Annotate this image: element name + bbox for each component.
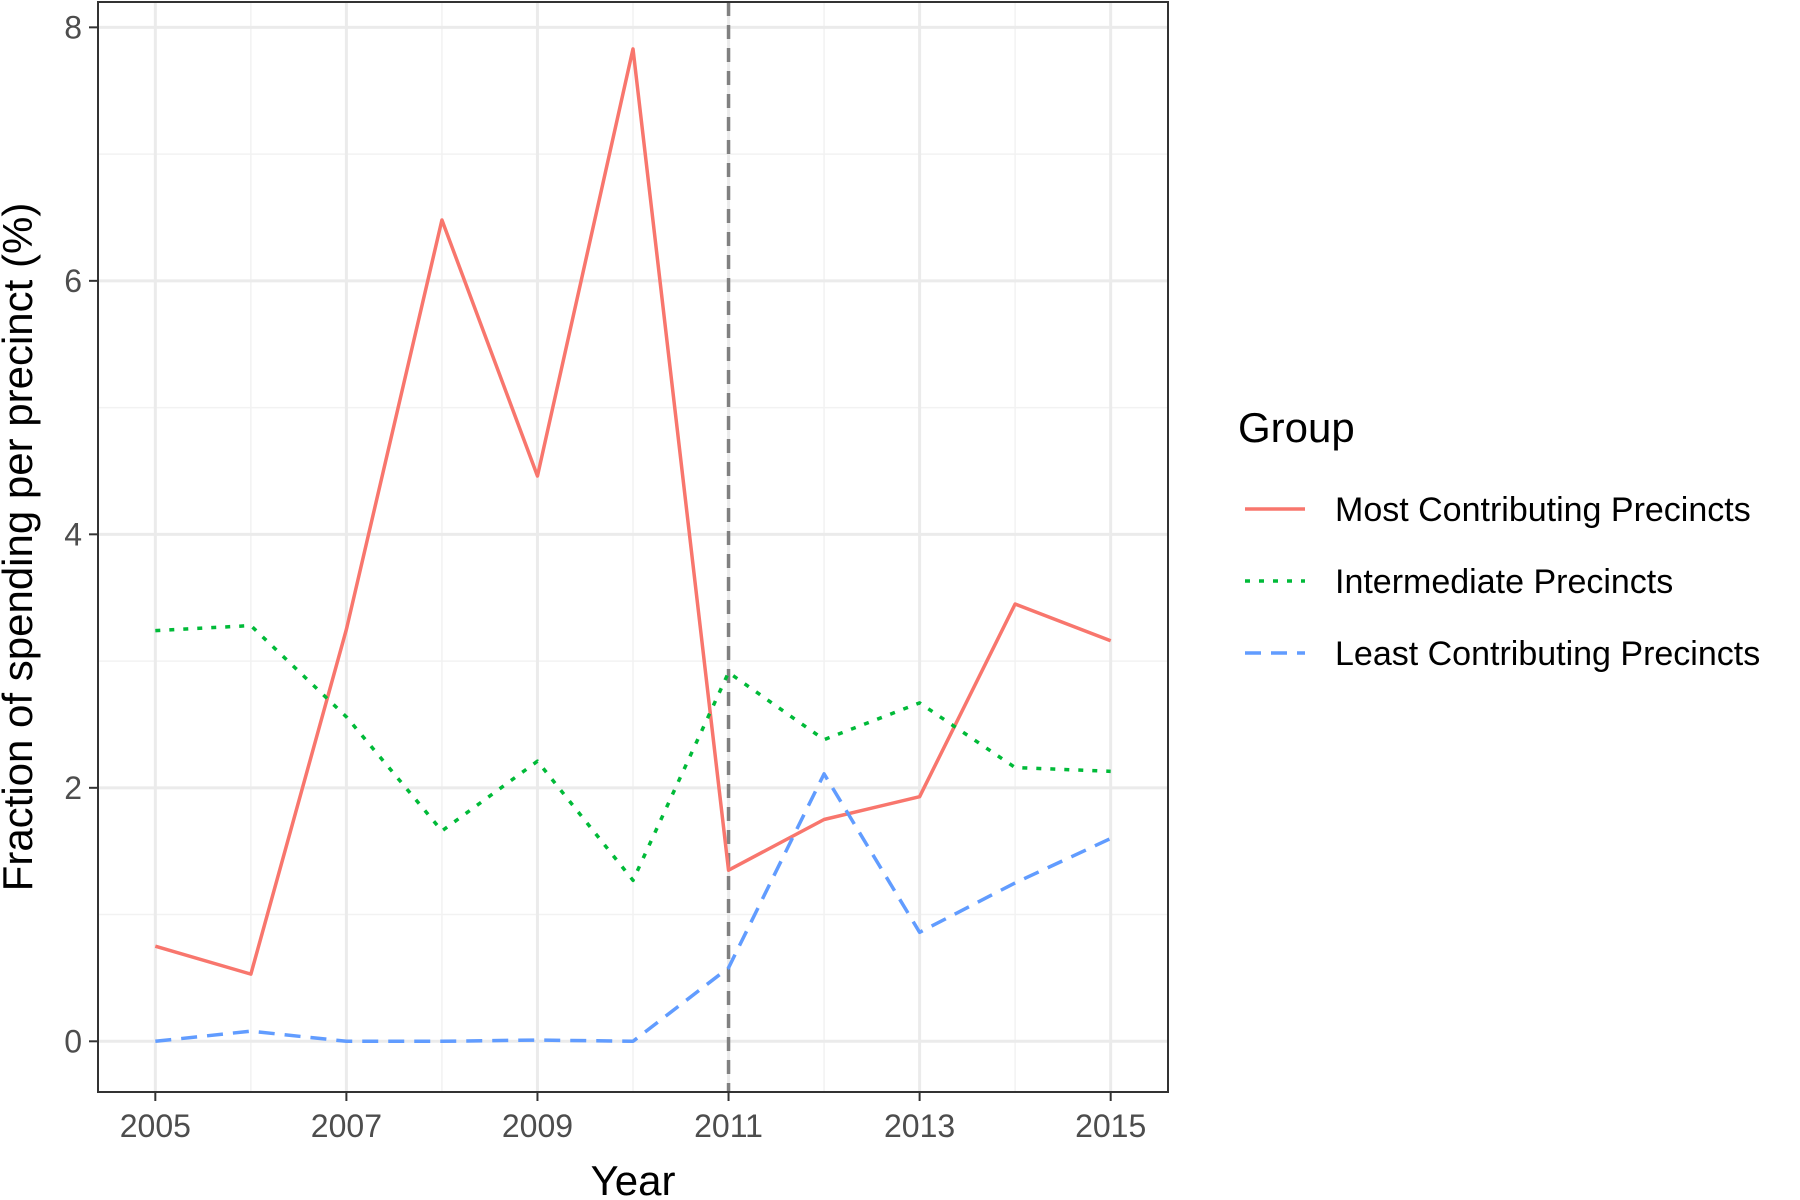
series-line-3 xyxy=(155,772,1112,1044)
x-tick-label: 2007 xyxy=(311,1108,382,1144)
x-tick-label: 2015 xyxy=(1075,1108,1146,1144)
series-layer xyxy=(154,47,1112,1044)
y-tick-label: 0 xyxy=(64,1023,82,1059)
y-tick-label: 8 xyxy=(64,9,82,45)
x-tick-label: 2013 xyxy=(884,1108,955,1144)
x-axis-title: Year xyxy=(591,1157,676,1200)
legend-label-1: Most Contributing Precincts xyxy=(1335,491,1751,529)
legend-title: Group xyxy=(1238,404,1355,451)
series-line-1 xyxy=(154,47,1112,976)
plot-panel-border xyxy=(97,1,1169,1093)
legend: Group Most Contributing Precincts Interme… xyxy=(1238,404,1760,673)
x-tick-label: 2005 xyxy=(120,1108,191,1144)
y-axis-title: Fraction of spending per precinct (%) xyxy=(0,203,41,892)
x-tick-label: 2011 xyxy=(694,1108,763,1144)
x-axis-ticks: 2005 2007 2009 2011 2013 2015 xyxy=(120,1092,1146,1144)
y-tick-label: 2 xyxy=(64,770,82,806)
y-tick-label: 6 xyxy=(64,263,82,299)
y-tick-label: 4 xyxy=(64,516,82,552)
series-line-2 xyxy=(155,623,1111,883)
minor-gridlines xyxy=(98,2,1168,1092)
legend-label-3: Least Contributing Precincts xyxy=(1335,635,1760,673)
y-axis-ticks: 0 2 4 6 8 xyxy=(64,9,98,1059)
legend-label-2: Intermediate Precincts xyxy=(1335,563,1673,601)
x-tick-label: 2009 xyxy=(502,1108,573,1144)
